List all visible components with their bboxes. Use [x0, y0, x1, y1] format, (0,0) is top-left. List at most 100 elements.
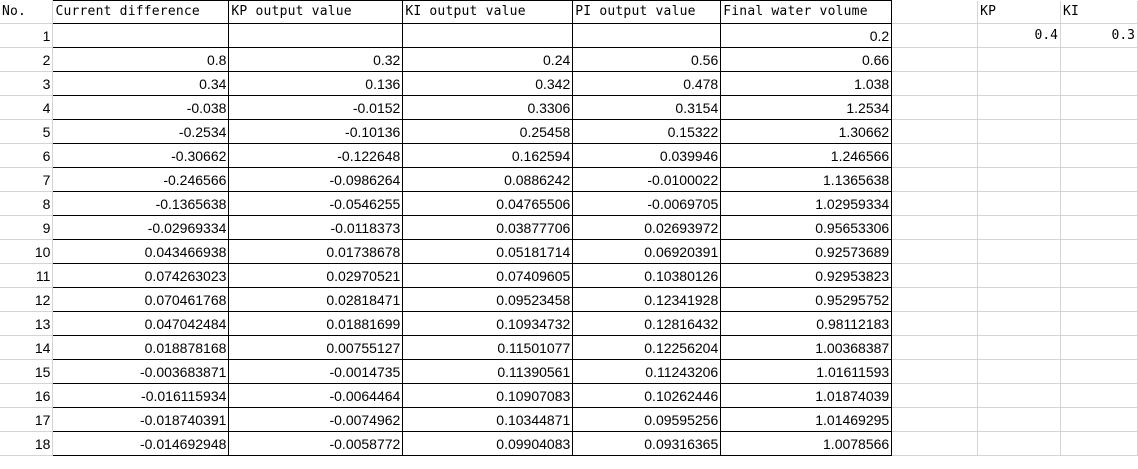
cell-blank[interactable] [891, 239, 979, 264]
cell-empty[interactable] [1060, 119, 1138, 144]
cell-kp-output[interactable]: -0.0986264 [228, 167, 404, 192]
cell-empty[interactable] [977, 215, 1062, 240]
cell-kp-output[interactable]: -0.0064464 [228, 383, 404, 408]
cell-blank[interactable] [891, 263, 979, 288]
cell-no[interactable]: 3 [0, 71, 54, 96]
cell-kp-output[interactable]: -0.122648 [228, 143, 404, 168]
cell-current-difference[interactable]: -0.016115934 [52, 383, 230, 408]
cell-kp-output[interactable]: -0.0152 [228, 95, 404, 120]
cell-blank[interactable] [891, 71, 979, 96]
cell-empty[interactable] [1060, 383, 1138, 408]
cell-ki-output[interactable]: 0.25458 [402, 119, 574, 144]
cell-ki-output[interactable]: 0.24 [402, 47, 574, 72]
cell-final-water-volume[interactable]: 1.2534 [720, 95, 893, 120]
cell-pi-output[interactable]: 0.10380126 [572, 263, 722, 288]
header-pi-output[interactable]: PI output value [572, 0, 722, 24]
cell-empty[interactable] [1060, 311, 1138, 336]
cell-ki-output[interactable]: 0.09904083 [402, 431, 574, 456]
cell-empty[interactable] [1060, 431, 1138, 456]
cell-empty[interactable] [977, 263, 1062, 288]
header-final-water-volume[interactable]: Final water volume [720, 0, 893, 24]
cell-ki-output[interactable]: 0.04765506 [402, 191, 574, 216]
cell-blank[interactable] [891, 167, 979, 192]
cell-empty[interactable] [977, 95, 1062, 120]
header-ki[interactable]: KI [1060, 0, 1138, 24]
cell-final-water-volume[interactable]: 1.30662 [720, 119, 893, 144]
cell-blank[interactable] [891, 95, 979, 120]
cell-final-water-volume[interactable]: 1.02959334 [720, 191, 893, 216]
cell-no[interactable]: 16 [0, 383, 54, 408]
cell-no[interactable]: 17 [0, 407, 54, 432]
cell-pi-output[interactable]: 0.09595256 [572, 407, 722, 432]
cell-final-water-volume[interactable]: 1.1365638 [720, 167, 893, 192]
cell-no[interactable]: 6 [0, 143, 54, 168]
cell-final-water-volume[interactable]: 0.2 [720, 23, 893, 48]
cell-blank[interactable] [891, 287, 979, 312]
cell-pi-output[interactable]: -0.0100022 [572, 167, 722, 192]
cell-empty[interactable] [977, 167, 1062, 192]
cell-empty[interactable] [1060, 359, 1138, 384]
cell-blank[interactable] [891, 359, 979, 384]
cell-pi-output[interactable]: 0.3154 [572, 95, 722, 120]
cell-empty[interactable] [977, 431, 1062, 456]
cell-blank[interactable] [891, 191, 979, 216]
cell-pi-output[interactable]: 0.09316365 [572, 431, 722, 456]
cell-pi-output[interactable]: 0.06920391 [572, 239, 722, 264]
cell-no[interactable]: 13 [0, 311, 54, 336]
cell-no[interactable]: 18 [0, 431, 54, 456]
cell-no[interactable]: 2 [0, 47, 54, 72]
cell-current-difference[interactable]: -0.30662 [52, 143, 230, 168]
cell-final-water-volume[interactable]: 0.66 [720, 47, 893, 72]
cell-pi-output[interactable]: 0.02693972 [572, 215, 722, 240]
cell-blank[interactable] [891, 335, 979, 360]
cell-ki-output[interactable]: 0.342 [402, 71, 574, 96]
cell-current-difference[interactable]: 0.34 [52, 71, 230, 96]
cell-current-difference[interactable]: 0.8 [52, 47, 230, 72]
cell-ki-output[interactable]: 0.10907083 [402, 383, 574, 408]
cell-final-water-volume[interactable]: 0.92573689 [720, 239, 893, 264]
cell-current-difference[interactable]: -0.003683871 [52, 359, 230, 384]
cell-current-difference[interactable]: 0.074263023 [52, 263, 230, 288]
cell-empty[interactable] [977, 143, 1062, 168]
cell-current-difference[interactable]: 0.043466938 [52, 239, 230, 264]
cell-final-water-volume[interactable]: 0.92953823 [720, 263, 893, 288]
cell-current-difference[interactable]: -0.1365638 [52, 191, 230, 216]
header-no[interactable]: No. [0, 0, 54, 24]
cell-no[interactable]: 12 [0, 287, 54, 312]
cell-current-difference[interactable]: -0.038 [52, 95, 230, 120]
cell-empty[interactable] [977, 287, 1062, 312]
cell-empty[interactable] [1060, 263, 1138, 288]
cell-ki-output[interactable]: 0.11390561 [402, 359, 574, 384]
cell-empty[interactable] [977, 311, 1062, 336]
cell-final-water-volume[interactable]: 1.246566 [720, 143, 893, 168]
cell-pi-output[interactable]: 0.11243206 [572, 359, 722, 384]
cell-empty[interactable] [1060, 167, 1138, 192]
cell-ki-output[interactable] [402, 23, 574, 48]
cell-pi-output[interactable]: 0.12256204 [572, 335, 722, 360]
cell-kp-output[interactable]: 0.02970521 [228, 263, 404, 288]
cell-pi-output[interactable]: 0.12341928 [572, 287, 722, 312]
header-kp-output[interactable]: KP output value [228, 0, 404, 24]
cell-pi-output[interactable]: 0.039946 [572, 143, 722, 168]
cell-blank[interactable] [891, 143, 979, 168]
cell-pi-output[interactable]: -0.0069705 [572, 191, 722, 216]
cell-final-water-volume[interactable]: 1.038 [720, 71, 893, 96]
cell-blank[interactable] [891, 215, 979, 240]
cell-no[interactable]: 10 [0, 239, 54, 264]
cell-final-water-volume[interactable]: 0.95653306 [720, 215, 893, 240]
cell-final-water-volume[interactable]: 1.01469295 [720, 407, 893, 432]
cell-no[interactable]: 15 [0, 359, 54, 384]
cell-final-water-volume[interactable]: 0.98112183 [720, 311, 893, 336]
cell-ki-output[interactable]: 0.3306 [402, 95, 574, 120]
cell-pi-output[interactable]: 0.10262446 [572, 383, 722, 408]
cell-kp-output[interactable]: 0.136 [228, 71, 404, 96]
cell-final-water-volume[interactable]: 1.0078566 [720, 431, 893, 456]
cell-current-difference[interactable]: -0.014692948 [52, 431, 230, 456]
cell-final-water-volume[interactable]: 1.01611593 [720, 359, 893, 384]
cell-kp-output[interactable]: -0.0014735 [228, 359, 404, 384]
cell-current-difference[interactable]: -0.018740391 [52, 407, 230, 432]
cell-blank[interactable] [891, 383, 979, 408]
cell-kp-output[interactable]: -0.10136 [228, 119, 404, 144]
cell-current-difference[interactable]: 0.047042484 [52, 311, 230, 336]
cell-ki-output[interactable]: 0.10934732 [402, 311, 574, 336]
